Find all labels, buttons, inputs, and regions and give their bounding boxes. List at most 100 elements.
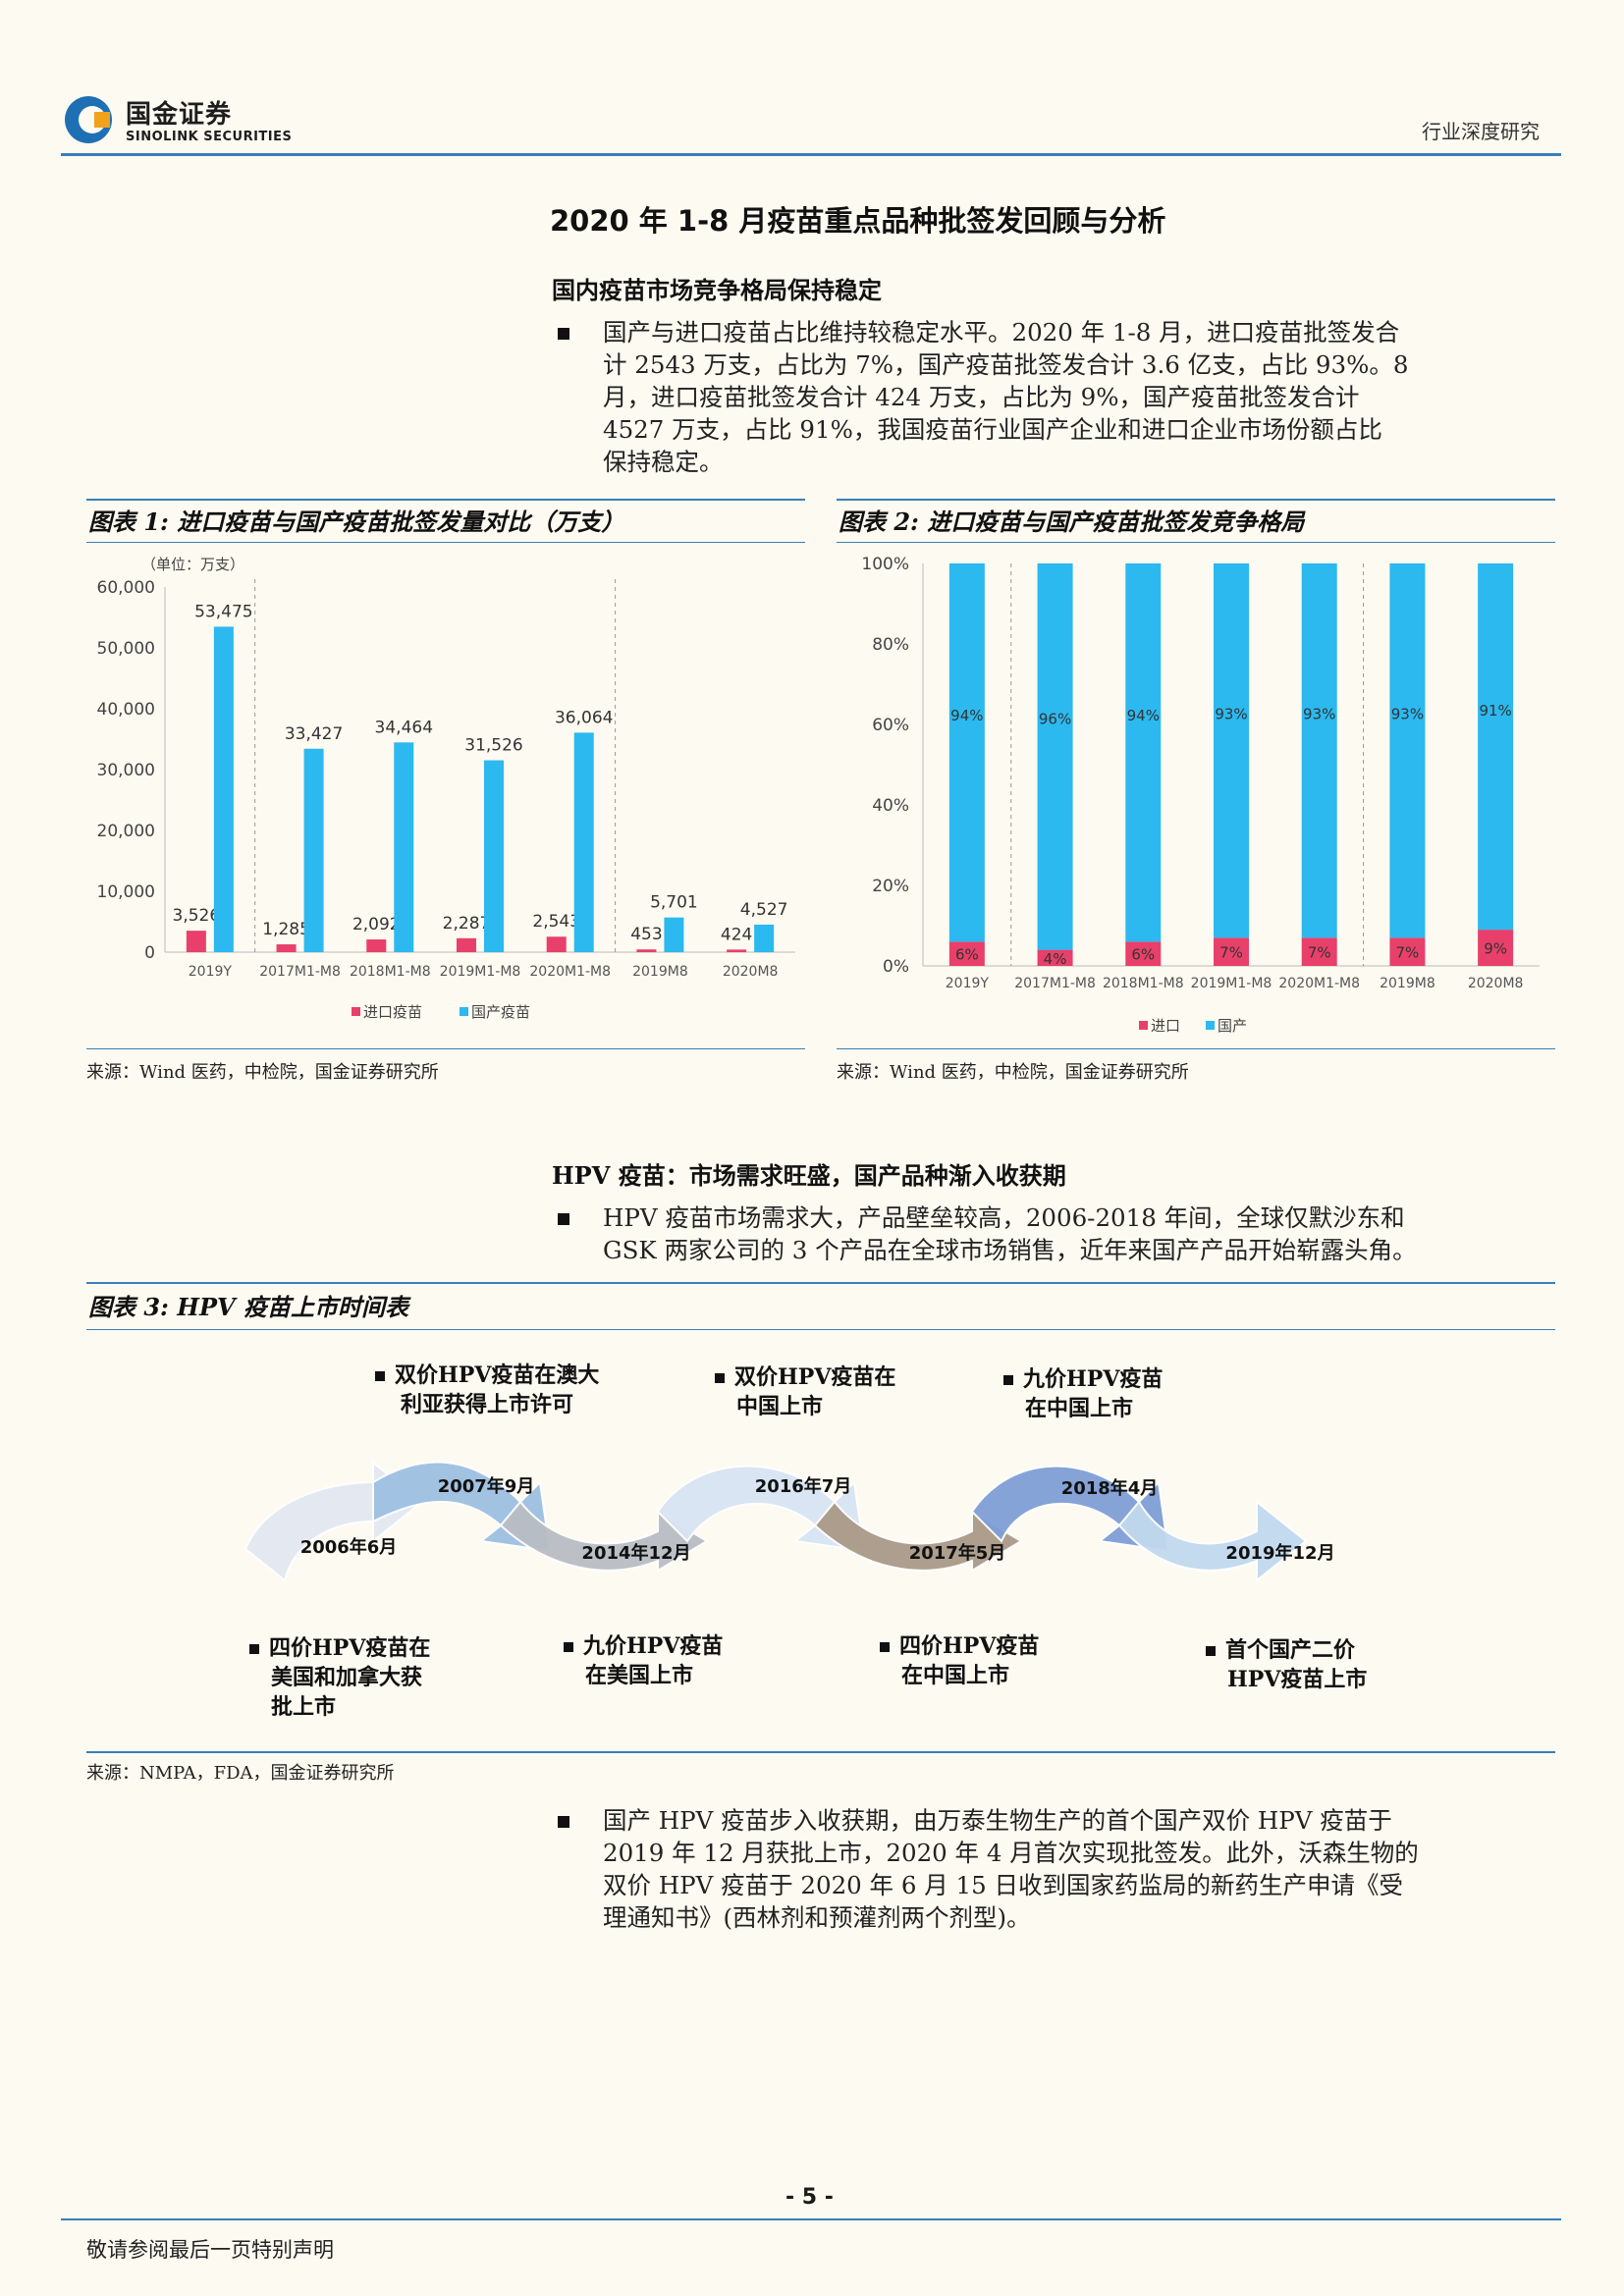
timeline-date: 2019年12月 [1225,1542,1334,1564]
x-tick-label: 2019Y [189,964,233,980]
x-tick-label: 2017M1-M8 [1014,976,1096,991]
legend-swatch [460,1007,468,1016]
note-line: 美国和加拿大获 [271,1665,423,1690]
data-label: 7% [1219,944,1243,962]
bar-import [636,949,657,952]
timeline-arrow [970,1465,1170,1553]
bar-domestic [1125,563,1162,942]
header-rule [61,153,1561,156]
timeline-date: 2018年4月 [1061,1477,1159,1499]
bar-domestic [213,626,234,952]
bullet-icon [1206,1646,1216,1656]
x-tick-label: 2020M8 [1468,976,1524,991]
data-label: 2,543 [532,912,580,932]
para-line: 4527 万支，占比 91%，我国疫苗行业国产企业和进口企业市场份额占比 [603,415,1382,444]
logo-cn: 国金证券 [126,100,233,130]
legend-swatch [1139,1021,1148,1030]
y-tick-label: 40,000 [97,700,155,720]
section1-paragraph: 国产与进口疫苗占比维持较稳定水平。2020 年 1-8 月，进口疫苗批签发合 计… [603,316,1542,478]
bar-import [1301,937,1337,966]
para-line: GSK 两家公司的 3 个产品在全球市场销售，近年来国产产品开始崭露头角。 [603,1236,1417,1264]
figure1-title-rule [86,542,805,543]
chart-unit-note: （单位：万支） [141,556,244,573]
bar-domestic [754,924,775,952]
x-tick-label: 2020M1-M8 [529,964,611,980]
bullet-icon [249,1644,259,1654]
bullet-icon [1003,1375,1013,1385]
bar-import [457,937,476,952]
bar-domestic [573,732,594,952]
section1-heading: 国内疫苗市场竞争格局保持稳定 [552,276,882,304]
bullet-icon [715,1373,725,1383]
section3-paragraph: 国产 HPV 疫苗步入收获期，由万泰生物生产的首个国产双价 HPV 疫苗于 20… [603,1804,1542,1934]
bar-import [727,949,747,952]
bar-import [366,939,387,952]
bar-domestic [948,563,985,942]
data-label: 5,701 [650,893,698,913]
x-tick-label: 2019M8 [632,964,688,980]
data-label: 453 [630,925,662,944]
figure2-title: 图表 2: 进口疫苗与国产疫苗批签发竞争格局 [839,507,1305,536]
bar-import [1478,930,1514,966]
logo-mark-icon [65,96,112,143]
bullet-icon [558,328,569,340]
figure3-source: 来源：NMPA，FDA，国金证券研究所 [86,1763,395,1784]
y-tick-label: 80% [872,635,909,655]
y-tick-label: 40% [872,796,909,816]
data-label: 31,526 [464,736,522,756]
figure1-title: 图表 1: 进口疫苗与国产疫苗批签发量对比（万支） [88,507,625,536]
data-label: 94% [1127,707,1160,724]
para-line: 保持稳定。 [603,448,724,476]
timeline-note-bottom-4: 首个国产二价 HPV疫苗上市 [1206,1635,1367,1694]
note-line: 在中国上市 [1025,1396,1134,1421]
timeline-arrow [499,1500,709,1573]
bullet-icon [558,1213,569,1225]
bullet-icon [564,1642,573,1652]
data-label: 2,092 [352,915,401,934]
figure3-title: 图表 3: HPV 疫苗上市时间表 [88,1293,408,1321]
para-line: 双价 HPV 疫苗于 2020 年 6 月 15 日收到国家药监局的新药生产申请… [603,1871,1403,1899]
x-tick-label: 2017M1-M8 [259,964,341,980]
x-tick-label: 2019M1-M8 [1191,976,1272,991]
x-tick-label: 2019M8 [1380,976,1435,991]
data-label: 91% [1479,702,1511,720]
note-line: 在美国上市 [585,1663,694,1688]
figure2-bottom-rule [837,1048,1555,1049]
x-tick-label: 2018M1-M8 [350,964,431,980]
note-line: 双价HPV疫苗在 [734,1364,896,1390]
figure1-bottom-rule [86,1048,805,1049]
para-line: HPV 疫苗市场需求大，产品壁垒较高，2006-2018 年间，全球仅默沙东和 [603,1203,1405,1232]
data-label: 93% [1215,706,1247,723]
figure2-chart: 0% 20% 40% 60% 80% 100% 6% 94% 2019Y 4% 96% 2017M1-… [861,555,1540,1035]
data-label: 53,475 [194,602,252,621]
timeline-date: 2006年6月 [300,1536,398,1558]
data-label: 34,464 [375,718,433,737]
bullet-icon [880,1642,890,1652]
bar-domestic [1389,563,1426,938]
data-label: 2,287 [443,914,491,934]
y-tick-label: 60,000 [97,578,155,598]
data-label: 1,285 [262,920,310,939]
timeline-note-bottom-3: 四价HPV疫苗 在中国上市 [880,1631,1039,1690]
bar-import [1037,949,1073,966]
timeline-date: 2016年7月 [755,1475,852,1497]
y-tick-label: 20,000 [97,822,155,841]
data-label: 36,064 [555,708,613,727]
bar-domestic [303,748,324,952]
timeline-date: 2007年9月 [438,1475,535,1497]
note-line: 批上市 [271,1694,337,1720]
data-label: 7% [1396,944,1420,962]
legend-swatch [1206,1021,1215,1030]
data-label: 424 [721,925,752,944]
bar-import [1389,937,1426,966]
bar-import [186,931,206,952]
logo: 国金证券 SINOLINK SECURITIES [61,90,297,149]
data-label: 7% [1308,944,1331,962]
bar-import [1214,937,1249,966]
timeline-note-top-3: 九价HPV疫苗 在中国上市 [1003,1364,1163,1423]
x-tick-label: 2020M8 [723,964,779,980]
bar-import [948,941,985,966]
bar-domestic [1037,563,1073,950]
timeline-arrow [813,1500,1023,1573]
figure1-top-rule [86,499,805,501]
